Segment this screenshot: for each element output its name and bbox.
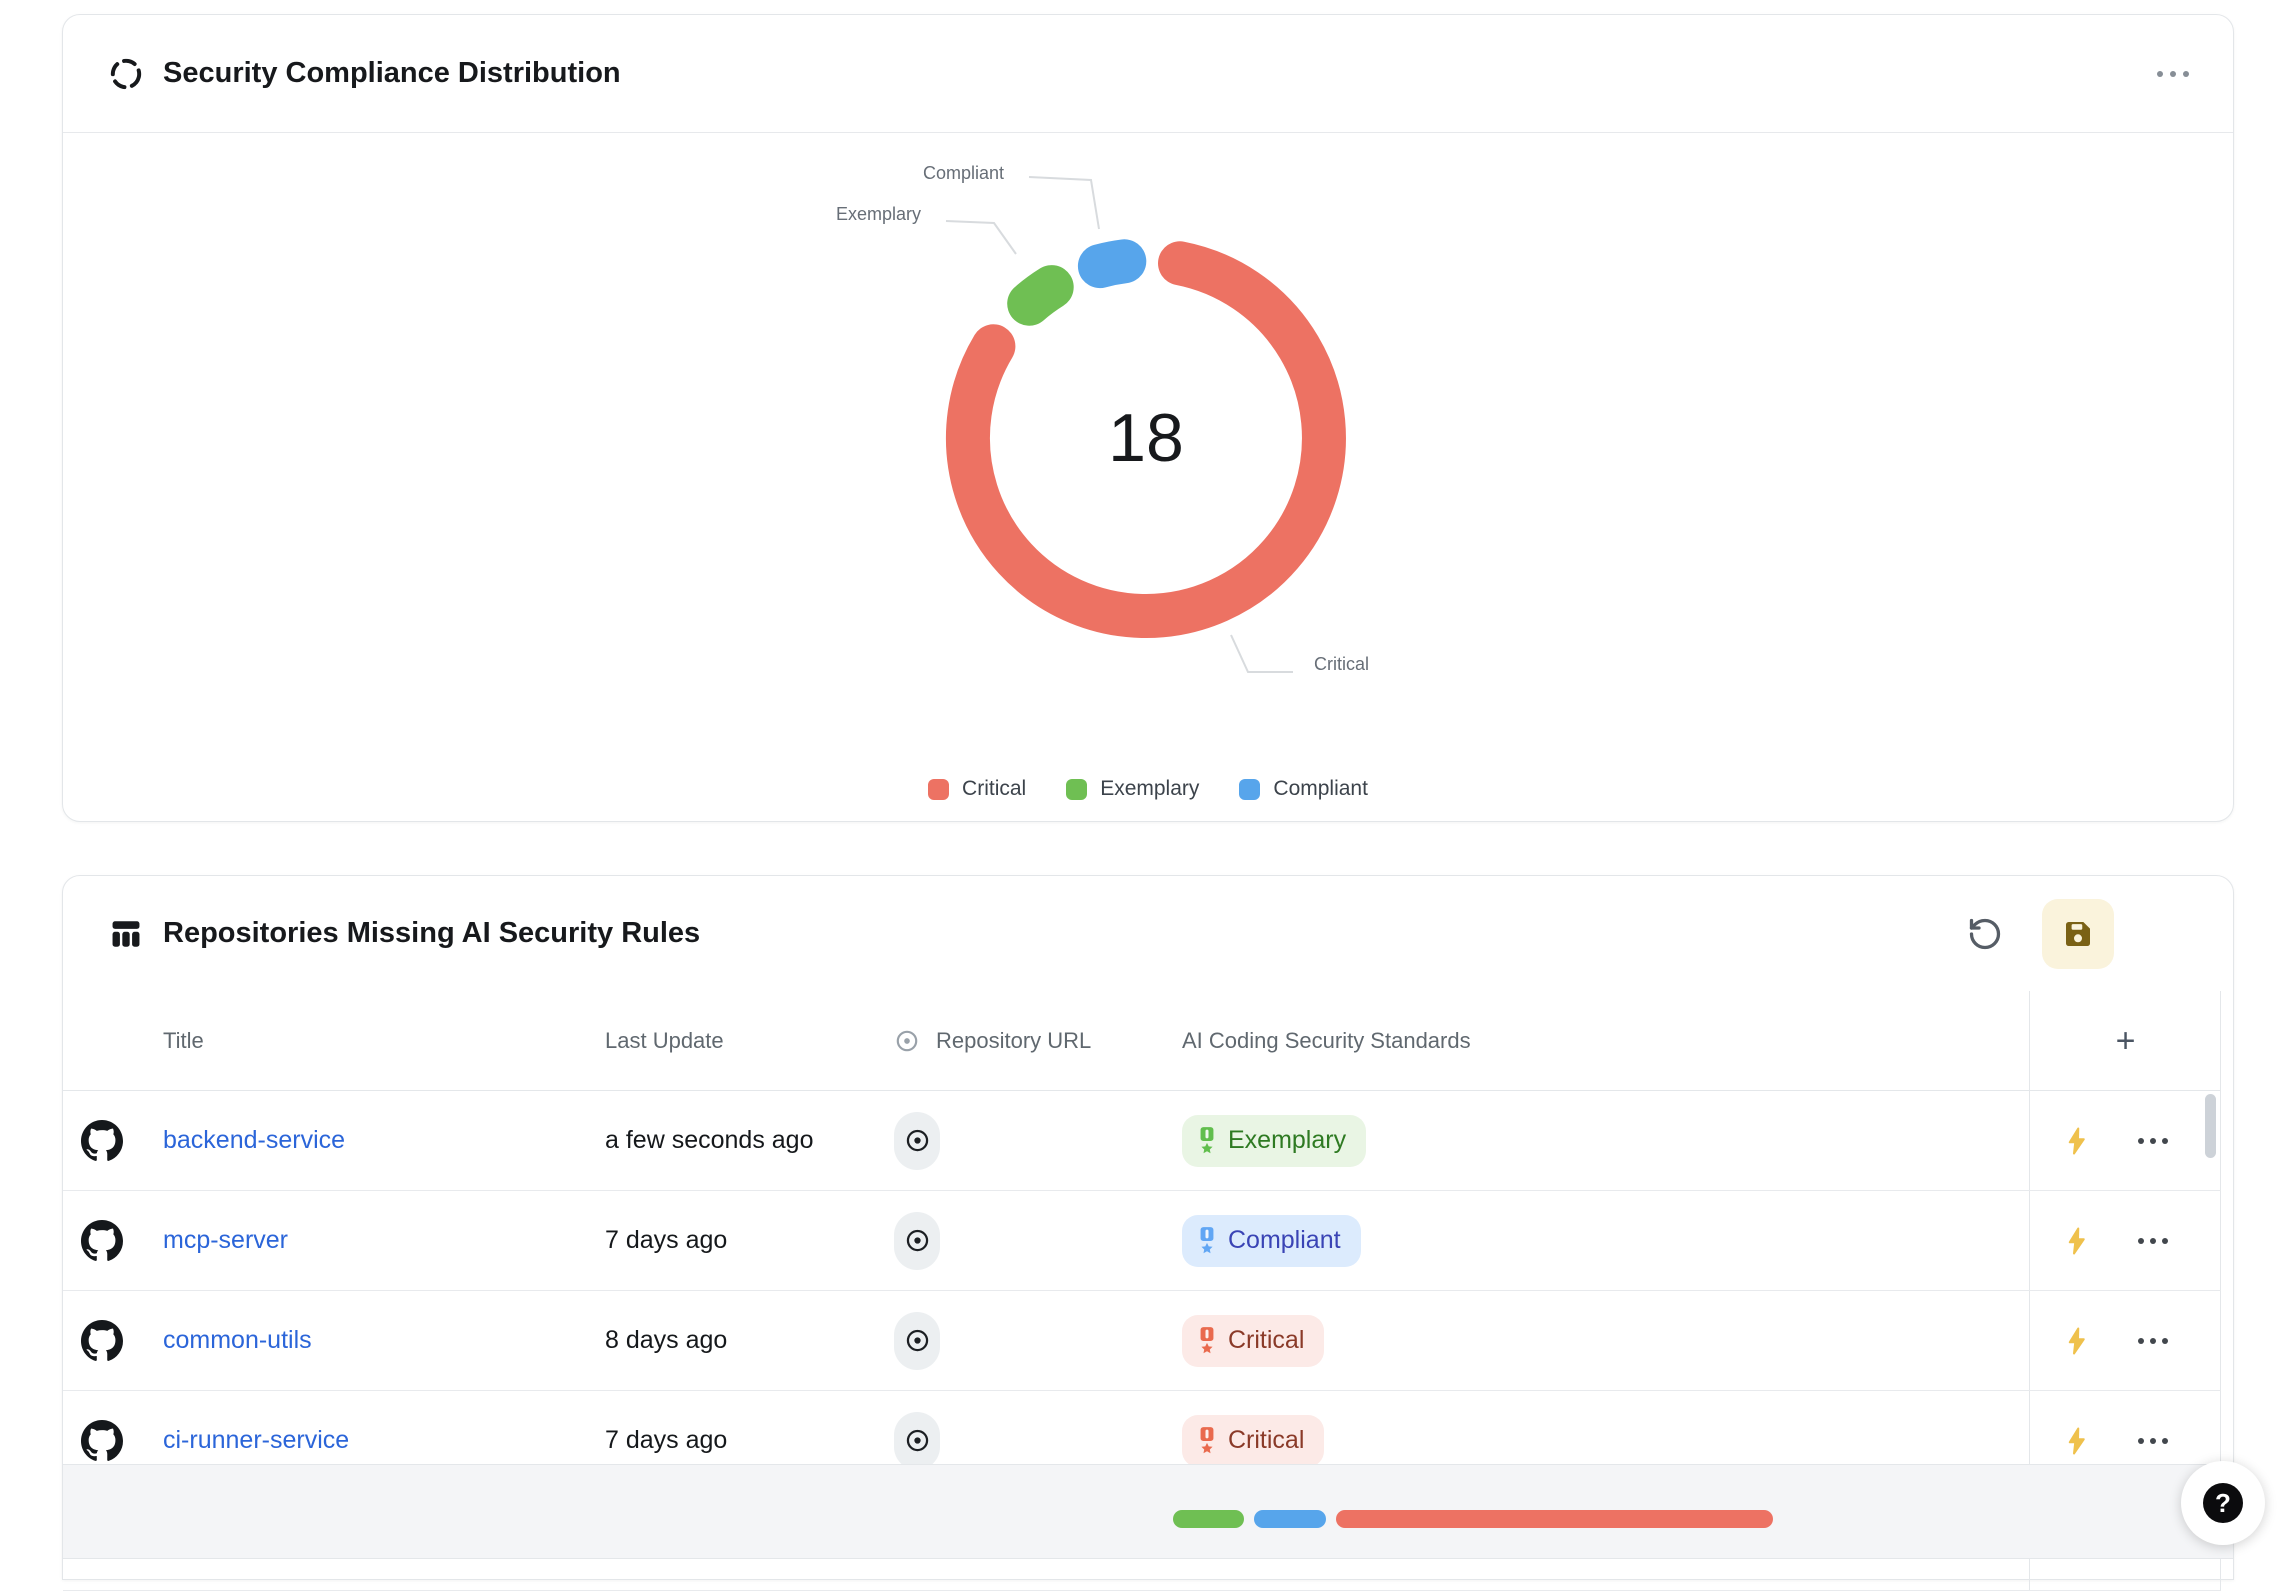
donut-chart-area: 18 Compliant Exemplary Critical Critical… <box>63 134 2233 821</box>
chart-legend: Critical Exemplary Compliant <box>63 777 2233 801</box>
standard-label: Compliant <box>1228 1226 1341 1254</box>
save-button[interactable] <box>2042 898 2114 969</box>
repos-card-title: Repositories Missing AI Security Rules <box>163 917 701 949</box>
card-menu-button[interactable] <box>2157 70 2189 77</box>
table-row: backend-service a few seconds ago <box>63 1091 2221 1191</box>
donut-segment-critical[interactable] <box>945 241 1346 638</box>
row-menu-button[interactable] <box>2138 1137 2168 1144</box>
legend-label: Exemplary <box>1100 777 1200 800</box>
legend-item[interactable]: Compliant <box>1239 777 1368 801</box>
legend-label: Compliant <box>1273 777 1368 800</box>
compliance-donut-chart[interactable]: 18 <box>916 208 1376 668</box>
last-update-text: 7 days ago <box>605 1426 728 1454</box>
medal-icon <box>1196 1326 1218 1356</box>
repo-title-link[interactable]: mcp-server <box>163 1226 289 1254</box>
table-row: ci-runner-service 7 days ago <box>63 1391 2221 1491</box>
table-row: common-utils 8 days ago <box>63 1291 2221 1391</box>
standard-badge: Critical <box>1182 1414 1325 1467</box>
record-circle-icon <box>894 1028 920 1054</box>
medal-icon <box>1196 1126 1218 1156</box>
distribution-bar-segment <box>1336 1510 1773 1528</box>
repository-url-button[interactable] <box>894 1211 940 1270</box>
distribution-bar-segment <box>1254 1510 1326 1528</box>
compliance-card-header: Security Compliance Distribution <box>63 15 2233 133</box>
summary-band <box>63 1464 2233 1559</box>
table-toolbar <box>1967 898 2114 969</box>
legend-item[interactable]: Exemplary <box>1066 777 1199 801</box>
standard-badge: Compliant <box>1182 1214 1361 1267</box>
floppy-disk-icon <box>2062 918 2094 950</box>
last-update-text: 8 days ago <box>605 1326 728 1354</box>
table-header-row: Title Last Update Repository URL AI Codi… <box>63 991 2221 1091</box>
standard-label: Critical <box>1228 1426 1305 1454</box>
table-body: backend-service a few seconds ago <box>63 1091 2233 1491</box>
legend-swatch <box>1066 778 1088 800</box>
row-quick-action-button[interactable] <box>2062 1226 2092 1256</box>
compliance-distribution-card: Security Compliance Distribution 18 Comp… <box>62 14 2234 822</box>
header-repository-url-column[interactable]: Repository URL <box>864 991 1154 1090</box>
rotate-ccw-icon <box>1967 916 2003 952</box>
medal-icon <box>1196 1426 1218 1456</box>
github-icon <box>81 1219 123 1262</box>
last-update-text: a few seconds ago <box>605 1126 814 1154</box>
standard-label: Critical <box>1228 1326 1305 1354</box>
vertical-scrollbar-thumb[interactable] <box>2205 1094 2216 1158</box>
distribution-bar-segment <box>1173 1510 1244 1528</box>
repo-title-link[interactable]: ci-runner-service <box>163 1426 350 1454</box>
medal-icon <box>1196 1226 1218 1256</box>
github-icon <box>81 1319 123 1362</box>
header-standards-column[interactable]: AI Coding Security Standards <box>1182 1027 1471 1053</box>
github-icon <box>81 1419 123 1462</box>
legend-swatch <box>928 778 950 800</box>
repositories-table-card: Repositories Missing AI Security Rules <box>62 875 2234 1591</box>
callout-critical: Critical <box>1314 654 1370 674</box>
header-icon-column <box>63 991 141 1090</box>
record-circle-icon <box>904 1227 931 1254</box>
repository-url-button[interactable] <box>894 1311 940 1370</box>
help-button[interactable]: ? <box>2181 1461 2265 1545</box>
repo-title-link[interactable]: common-utils <box>163 1326 312 1354</box>
row-quick-action-button[interactable] <box>2062 1326 2092 1356</box>
row-menu-button[interactable] <box>2138 1337 2168 1344</box>
standards-distribution-bar <box>1173 1510 1773 1528</box>
record-circle-icon <box>904 1327 931 1354</box>
legend-swatch <box>1239 778 1261 800</box>
row-quick-action-button[interactable] <box>2062 1126 2092 1156</box>
lightning-icon <box>2062 1426 2092 1456</box>
row-menu-button[interactable] <box>2138 1237 2168 1244</box>
row-quick-action-button[interactable] <box>2062 1426 2092 1456</box>
question-mark-icon: ? <box>2203 1483 2243 1523</box>
repos-card-header: Repositories Missing AI Security Rules <box>63 876 2233 991</box>
legend-item[interactable]: Critical <box>928 777 1026 801</box>
standard-label: Exemplary <box>1228 1126 1347 1154</box>
repo-title-link[interactable]: backend-service <box>163 1126 346 1154</box>
standard-badge: Critical <box>1182 1314 1325 1367</box>
repository-url-button[interactable] <box>894 1111 940 1170</box>
repository-url-button[interactable] <box>894 1411 940 1470</box>
github-icon <box>81 1119 123 1162</box>
standard-badge: Exemplary <box>1182 1114 1367 1167</box>
header-title-column[interactable]: Title <box>163 1027 204 1053</box>
lightning-icon <box>2062 1126 2092 1156</box>
callout-compliant: Compliant <box>923 163 1005 183</box>
record-circle-icon <box>904 1427 931 1454</box>
table-icon <box>109 917 143 951</box>
donut-segment-exemplary[interactable] <box>1007 265 1074 326</box>
callout-exemplary: Exemplary <box>835 204 921 224</box>
header-last-update-column[interactable]: Last Update <box>605 1027 724 1053</box>
table-row: mcp-server 7 days ago <box>63 1191 2221 1291</box>
row-menu-button[interactable] <box>2138 1437 2168 1444</box>
lightning-icon <box>2062 1326 2092 1356</box>
donut-center-value: 18 <box>1108 400 1184 476</box>
compliance-card-title: Security Compliance Distribution <box>163 57 621 89</box>
lightning-icon <box>2062 1226 2092 1256</box>
undo-button[interactable] <box>1967 916 2003 952</box>
last-update-text: 7 days ago <box>605 1226 728 1254</box>
donut-segment-compliant[interactable] <box>1077 239 1147 289</box>
circle-dashed-icon <box>109 57 143 91</box>
legend-label: Critical <box>962 777 1027 800</box>
add-column-button[interactable]: + <box>2029 991 2221 1090</box>
record-circle-icon <box>904 1127 931 1154</box>
